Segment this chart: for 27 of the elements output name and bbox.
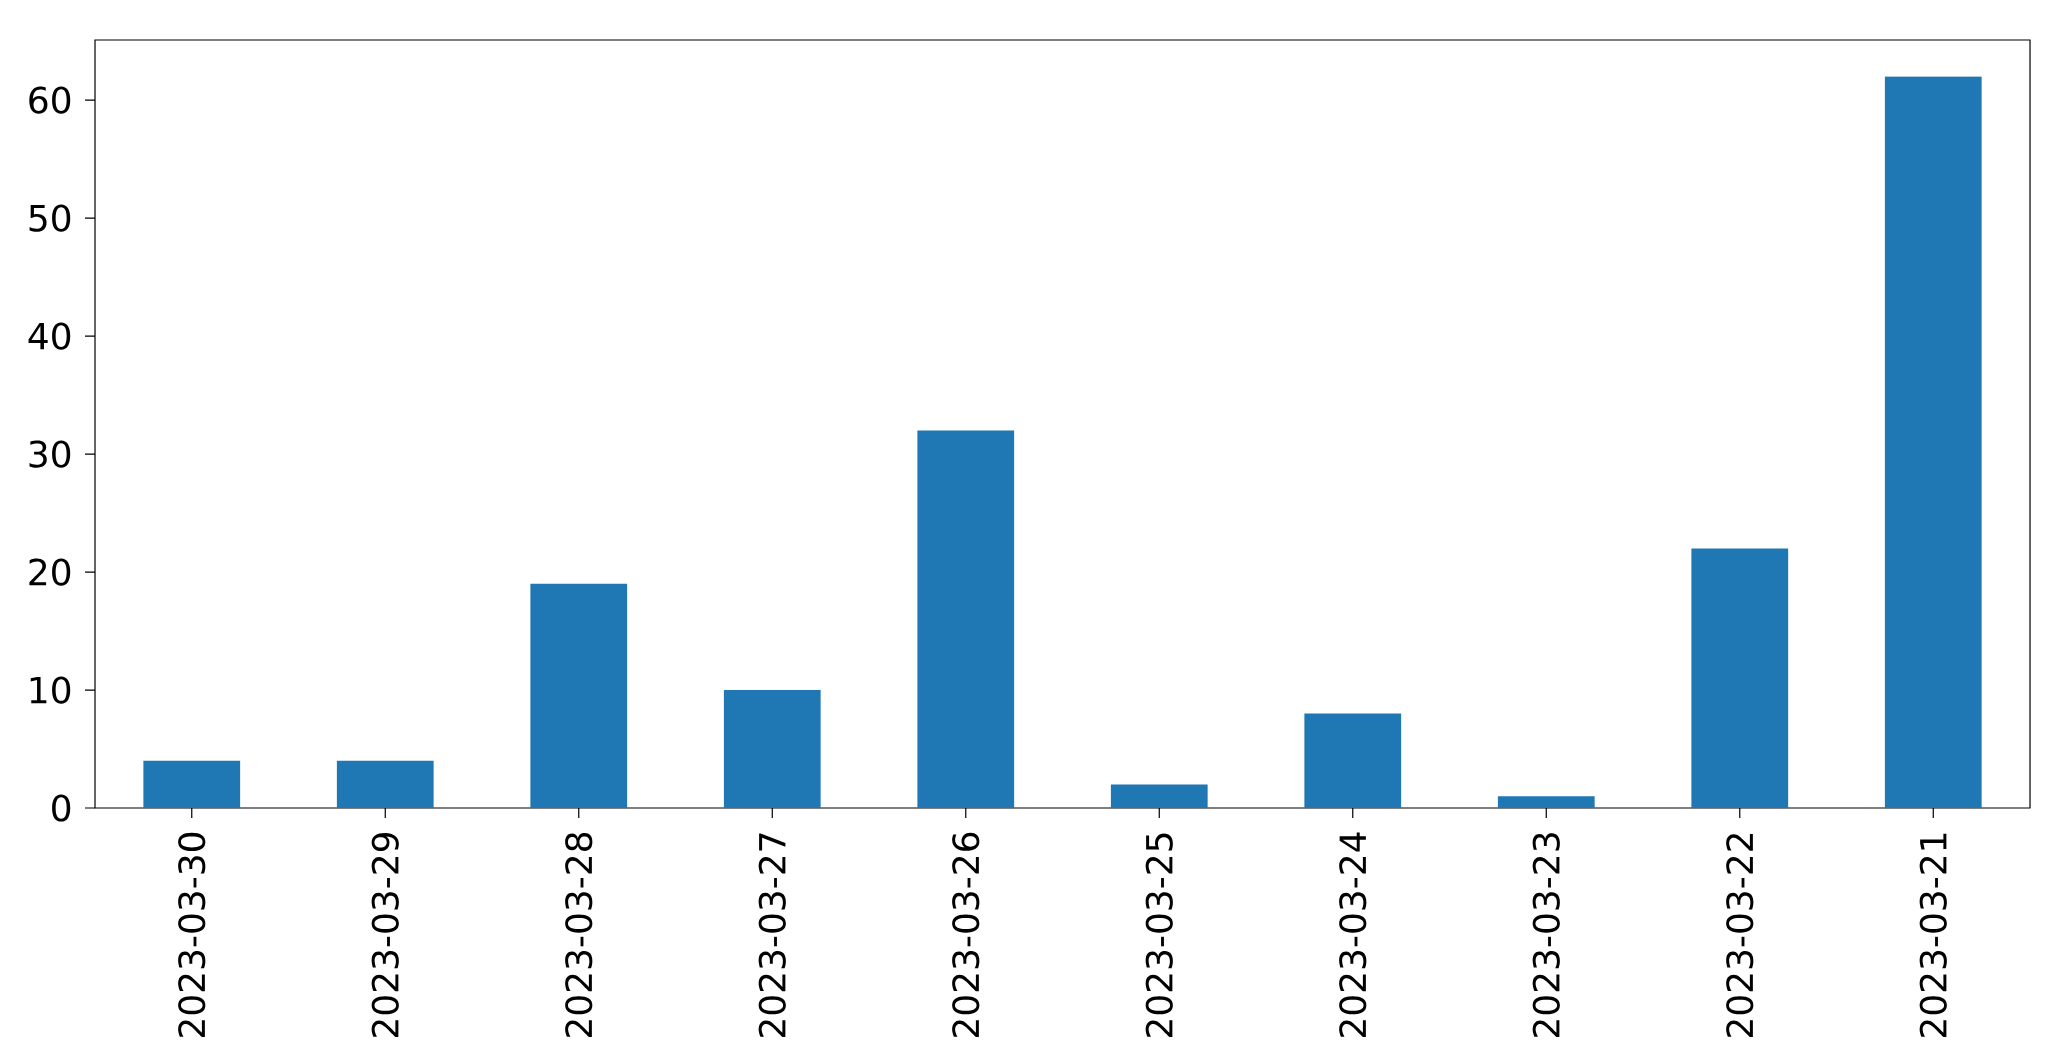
- y-tick-label: 10: [30, 676, 71, 704]
- bar: [1110, 784, 1208, 808]
- y-tick-label: 30: [29, 440, 71, 468]
- x-tick-label: 2023-03-21: [1919, 833, 1947, 1037]
- bar: [1691, 548, 1789, 808]
- bar: [336, 760, 434, 808]
- bar: [1497, 796, 1595, 808]
- y-tick-label: 20: [29, 558, 71, 586]
- bar: [917, 430, 1015, 808]
- bar: [723, 690, 821, 808]
- bar: [1884, 76, 1982, 808]
- y-tick-label: 60: [29, 86, 71, 114]
- x-tick-label: 2023-03-29: [371, 832, 399, 1037]
- bar: [1304, 713, 1402, 808]
- x-tick-label: 2023-03-23: [1532, 833, 1560, 1037]
- x-tick-label: 2023-03-26: [952, 832, 980, 1037]
- x-tick-label: 2023-03-25: [1145, 833, 1173, 1037]
- y-tick-label: 50: [29, 204, 71, 232]
- bar: [143, 760, 241, 808]
- x-tick-label: 2023-03-27: [758, 833, 786, 1037]
- y-tick-label: 40: [28, 322, 71, 350]
- x-tick-label: 2023-03-22: [1726, 834, 1754, 1037]
- x-tick-label: 2023-03-28: [565, 832, 593, 1037]
- x-tick-label: 2023-03-24: [1339, 832, 1367, 1037]
- x-tick-label: 2023-03-30: [178, 832, 206, 1037]
- bar: [530, 583, 628, 808]
- y-tick-label: 0: [52, 794, 71, 822]
